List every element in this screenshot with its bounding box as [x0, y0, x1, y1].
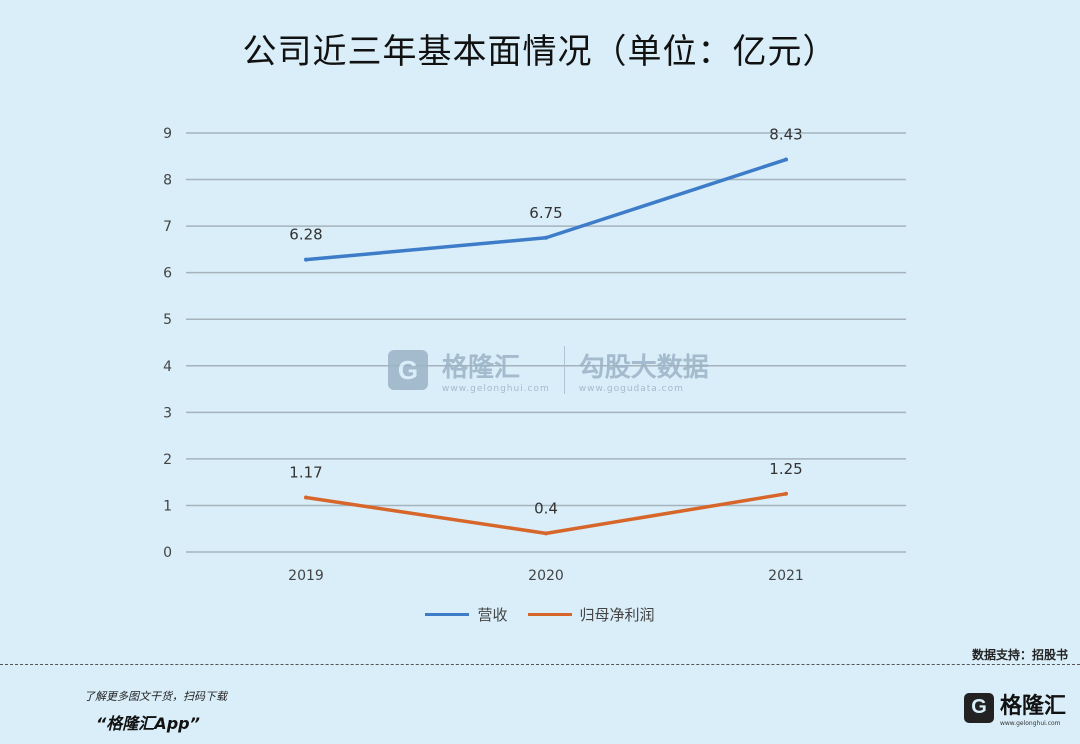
brand: G 格隆汇 www.gelonghui.com — [963, 688, 1066, 727]
data-point — [784, 157, 788, 162]
legend-swatch-net-profit — [527, 613, 572, 616]
watermark: G 格隆汇 www.gelonghui.com 勾股大数据 www.goguda… — [388, 346, 709, 394]
y-tick-label: 0 — [163, 545, 172, 561]
data-label: 0.4 — [534, 499, 558, 517]
gelonghui-logo-icon: G — [963, 692, 994, 723]
legend-item-revenue: 营收 — [425, 604, 508, 625]
data-point — [784, 491, 788, 496]
data-label: 6.75 — [529, 204, 562, 222]
y-tick-label: 7 — [163, 219, 172, 235]
legend-item-net-profit: 归母净利润 — [527, 604, 655, 625]
watermark-partner-url: www.gogudata.com — [578, 383, 684, 394]
footer-divider — [0, 664, 1080, 665]
legend-swatch-revenue — [425, 613, 470, 616]
y-tick-label: 2 — [163, 452, 172, 468]
y-tick-label: 8 — [163, 173, 172, 189]
data-label: 1.17 — [289, 464, 322, 482]
data-source: 数据支持：招股书 — [971, 648, 1068, 662]
y-tick-label: 5 — [163, 312, 172, 328]
data-label: 1.25 — [769, 460, 802, 478]
promo-text: 了解更多图文干货，扫码下载 — [84, 690, 227, 703]
x-tick-label: 2021 — [768, 568, 804, 584]
x-tick-label: 2020 — [528, 568, 564, 584]
chart-legend: 营收 归母净利润 — [0, 604, 1080, 625]
chart-title: 公司近三年基本面情况（单位：亿元） — [242, 32, 838, 72]
watermark-name: 格隆汇 — [442, 352, 521, 383]
watermark-url: www.gelonghui.com — [442, 383, 550, 394]
data-point — [544, 235, 548, 240]
brand-url: www.gelonghui.com — [999, 720, 1061, 727]
data-point — [304, 257, 308, 262]
gelonghui-watermark-logo-icon: G — [388, 350, 428, 390]
legend-label-revenue: 营收 — [477, 606, 508, 624]
data-point — [304, 495, 308, 500]
data-label: 6.28 — [289, 226, 322, 244]
y-tick-label: 4 — [163, 359, 172, 375]
grid-lines — [186, 132, 906, 553]
y-tick-label: 1 — [163, 498, 172, 514]
y-tick-label: 6 — [163, 266, 172, 282]
legend-label-net-profit: 归母净利润 — [579, 606, 655, 624]
watermark-separator — [563, 346, 565, 394]
y-tick-label: 3 — [163, 405, 172, 421]
brand-name: 格隆汇 — [999, 694, 1066, 719]
data-point — [544, 531, 548, 536]
x-tick-label: 2019 — [288, 568, 324, 584]
app-name: “格隆汇App” — [96, 714, 200, 733]
data-label: 8.43 — [769, 126, 802, 144]
y-tick-label: 9 — [163, 126, 172, 142]
y-axis: 0 1 2 3 4 5 6 7 8 9 — [163, 126, 172, 561]
series-layer: 6.28 6.75 8.43 1.17 0.4 1.25 — [289, 126, 803, 536]
x-axis: 2019 2020 2021 — [288, 568, 804, 584]
watermark-partner: 勾股大数据 — [578, 352, 709, 383]
